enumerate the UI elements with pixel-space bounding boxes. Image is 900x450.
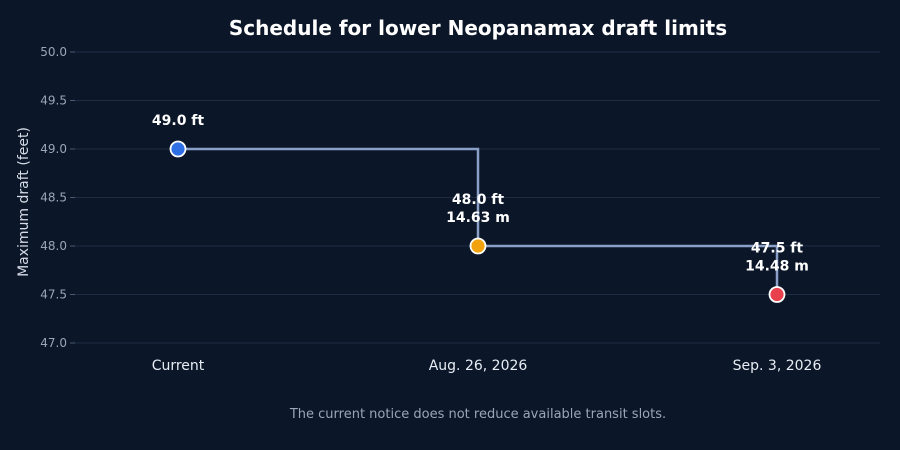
data-points <box>169 140 786 303</box>
y-tick-label: 49.0 <box>40 142 67 156</box>
y-tick-label: 47.5 <box>40 288 67 302</box>
data-label: 48.0 ft <box>452 192 505 208</box>
data-point <box>469 237 487 255</box>
y-tick-label: 49.5 <box>40 94 67 108</box>
x-category-label: Current <box>152 358 205 374</box>
data-label: 14.48 m <box>745 259 809 275</box>
data-labels: 49.0 ft 48.0 ft 14.63 m 47.5 ft 14.48 m <box>152 113 809 275</box>
data-point <box>169 140 187 158</box>
y-axis-ticks: 47.0 47.5 48.0 48.5 49.0 49.5 50.0 <box>40 45 75 350</box>
data-label: 49.0 ft <box>152 113 205 129</box>
data-label: 14.63 m <box>446 210 510 226</box>
data-label: 47.5 ft <box>751 241 804 257</box>
chart-footnote: The current notice does not reduce avail… <box>289 407 666 422</box>
y-tick-label: 47.0 <box>40 336 67 350</box>
y-tick-label: 50.0 <box>40 45 67 59</box>
x-axis-categories: Current Aug. 26, 2026 Sep. 3, 2026 <box>152 358 822 374</box>
x-category-label: Aug. 26, 2026 <box>429 358 528 374</box>
chart-title: Schedule for lower Neopanamax draft limi… <box>229 16 727 40</box>
y-tick-label: 48.5 <box>40 191 67 205</box>
y-tick-label: 48.0 <box>40 239 67 253</box>
data-point <box>768 286 786 303</box>
y-axis-label: Maximum draft (feet) <box>16 127 32 277</box>
x-category-label: Sep. 3, 2026 <box>733 358 822 374</box>
